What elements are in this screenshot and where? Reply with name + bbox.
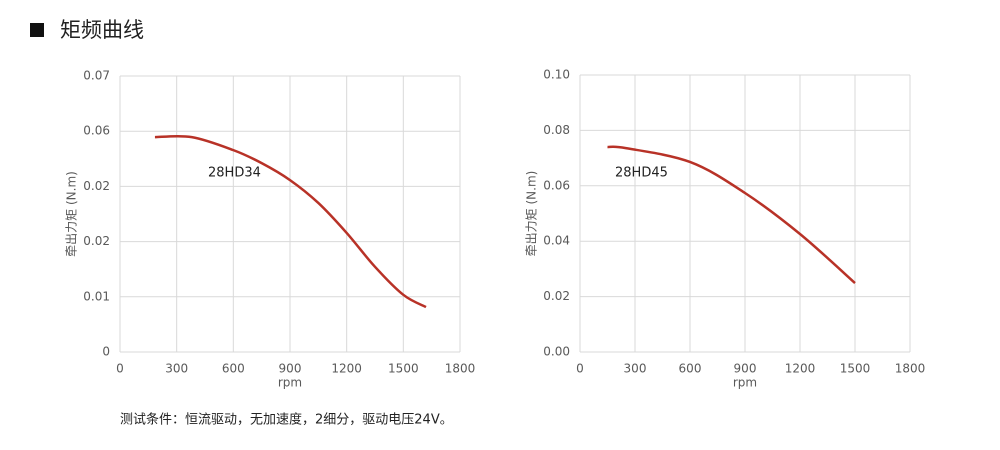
- annotation: 28HD34: [208, 166, 261, 181]
- x-tick-label: 1800: [445, 362, 476, 376]
- annotation: 28HD45: [615, 166, 668, 181]
- y-tick-label: 0.07: [83, 69, 110, 83]
- y-tick-label: 0.00: [543, 345, 570, 359]
- x-tick-label: 300: [165, 362, 188, 376]
- x-tick-label: 1500: [388, 362, 419, 376]
- x-tick-label: 300: [624, 362, 647, 376]
- y-axis-label: 牵出力矩 (N.m): [525, 171, 539, 257]
- y-tick-label: 0.10: [543, 68, 570, 82]
- y-tick-label: 0.02: [543, 289, 570, 303]
- x-axis-label: rpm: [278, 376, 302, 390]
- y-tick-label: 0.06: [83, 124, 110, 138]
- x-axis-label: rpm: [733, 376, 757, 390]
- y-axis-label: 牵出力矩 (N.m): [65, 171, 79, 257]
- line-series: [607, 145, 856, 284]
- x-tick-label: 600: [679, 362, 702, 376]
- x-tick-label: 1500: [840, 362, 871, 376]
- line-series: [154, 134, 427, 309]
- x-tick-label: 900: [279, 362, 302, 376]
- test-note: 测试条件：恒流驱动，无加速度，2细分，驱动电压24V。: [120, 412, 453, 428]
- y-tick-label: 0.02: [83, 234, 110, 248]
- y-tick-label: 0.02: [83, 179, 110, 193]
- x-tick-label: 600: [222, 362, 245, 376]
- y-tick-label: 0.04: [543, 234, 570, 248]
- y-tick-label: 0.06: [543, 178, 570, 192]
- y-tick-label: 0.08: [543, 123, 570, 137]
- y-tick-label: 0.01: [83, 289, 110, 303]
- x-tick-label: 0: [116, 362, 124, 376]
- y-tick-label: 0: [102, 345, 110, 359]
- x-tick-label: 1200: [331, 362, 362, 376]
- x-tick-label: 900: [734, 362, 757, 376]
- title-marker: [30, 23, 44, 37]
- x-tick-label: 1200: [785, 362, 816, 376]
- x-tick-label: 1800: [895, 362, 926, 376]
- x-tick-label: 0: [576, 362, 584, 376]
- page-title: 矩频曲线: [60, 18, 144, 42]
